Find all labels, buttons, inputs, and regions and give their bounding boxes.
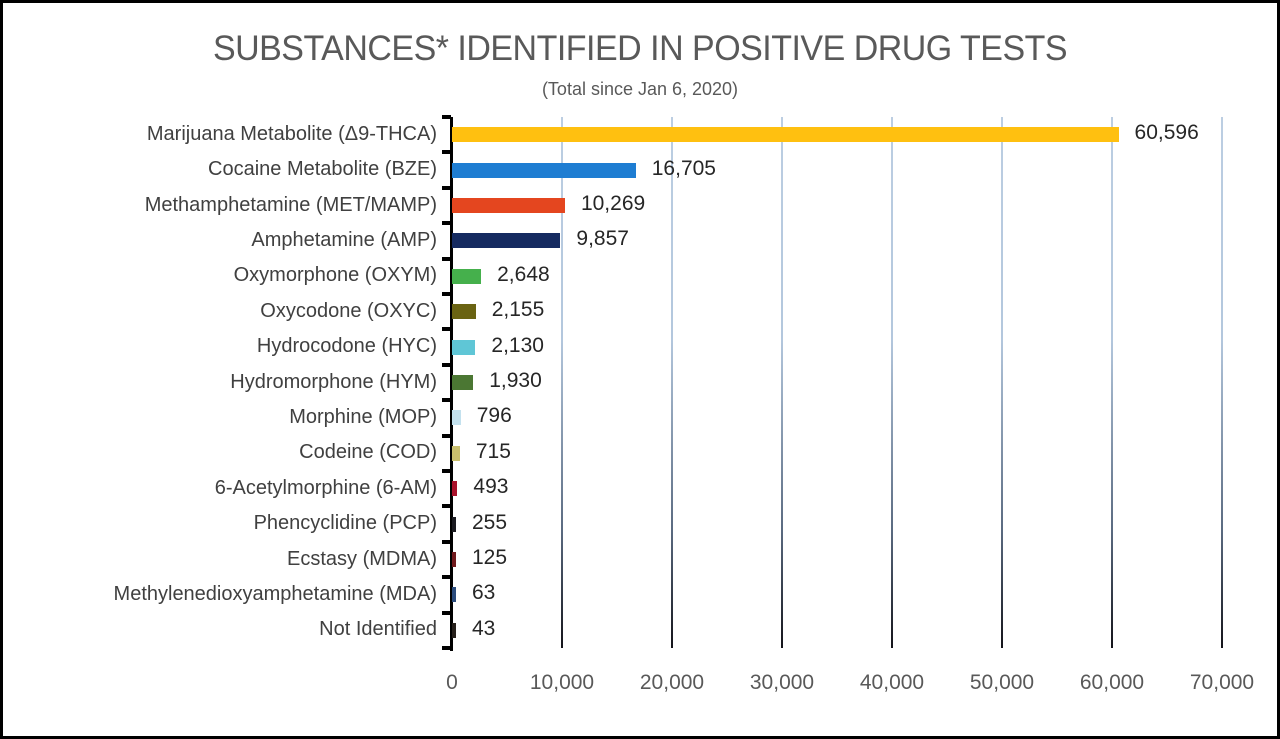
chart-row: 2,155 [452, 294, 1222, 329]
gridline [781, 117, 783, 648]
x-tick-label: 50,000 [969, 671, 1035, 694]
category-label: Phencyclidine (PCP) [253, 512, 437, 535]
chart-row: 493 [452, 471, 1222, 506]
category-label: Not Identified [319, 618, 437, 641]
x-tick-label: 70,000 [1189, 671, 1255, 694]
category-axis-tick [442, 433, 451, 438]
bar [452, 197, 565, 213]
category-label: Codeine (COD) [299, 441, 437, 464]
category-label: 6-Acetylmorphine (6-AM) [214, 476, 437, 499]
gridline [561, 117, 563, 648]
chart-row: 16,705 [452, 152, 1222, 187]
category-axis-tick [442, 292, 451, 296]
category-axis-tick [442, 256, 451, 261]
value-label: 493 [473, 475, 509, 499]
bar [452, 127, 1119, 143]
bar [452, 622, 456, 638]
chart-row: 60,596 [452, 117, 1222, 152]
category-label: Amphetamine (AMP) [251, 228, 437, 251]
gridline [671, 117, 673, 648]
category-axis-tick [442, 469, 451, 473]
category-label: Oxycodone (OXYC) [260, 299, 437, 322]
chart-title: SUBSTANCES* IDENTIFIED IN POSITIVE DRUG … [212, 29, 1068, 68]
value-label: 715 [475, 439, 511, 463]
value-label: 9,857 [576, 227, 629, 251]
chart-row: 2,648 [452, 259, 1222, 294]
category-label: Methamphetamine (MET/MAMP) [144, 193, 437, 216]
chart-row: 125 [452, 542, 1222, 577]
chart-row: 63 [452, 577, 1222, 612]
value-label: 16,705 [651, 156, 716, 180]
x-tick-label: 60,000 [1079, 671, 1145, 694]
category-axis-tick [442, 185, 451, 190]
category-axis-tick [442, 504, 451, 509]
x-tick-label: 40,000 [859, 671, 925, 694]
value-label: 10,269 [580, 191, 646, 215]
chart-row: 796 [452, 400, 1222, 435]
category-axis-tick [442, 327, 451, 332]
category-label: Hydromorphone (HYM) [230, 370, 437, 393]
category-axis-tick [442, 398, 451, 403]
gridline [1221, 117, 1223, 648]
category-axis-line [450, 117, 453, 651]
value-label: 255 [472, 510, 508, 534]
category-axis-tick [442, 646, 451, 650]
category-axis-tick [442, 610, 451, 615]
category-label: Marijuana Metabolite (Δ9-THCA) [146, 122, 437, 145]
chart-row: 255 [452, 506, 1222, 541]
category-axis-labels: Marijuana Metabolite (Δ9-THCA) Cocaine Me… [3, 117, 437, 648]
value-label: 125 [472, 545, 508, 569]
value-label: 2,648 [497, 262, 550, 286]
chart-row: 43 [452, 613, 1222, 648]
chart-row: 10,269 [452, 188, 1222, 223]
value-label: 1,930 [489, 368, 542, 392]
category-axis-tick [442, 221, 451, 226]
category-label: Cocaine Metabolite (BZE) [208, 158, 437, 181]
chart-row: 9,857 [452, 223, 1222, 258]
chart-row: 2,130 [452, 329, 1222, 364]
bar [452, 268, 482, 284]
bar [452, 410, 461, 426]
bar [452, 374, 474, 390]
gridline [1111, 117, 1113, 648]
category-axis-tick [442, 362, 451, 367]
chart-row: 715 [452, 436, 1222, 471]
bar [452, 339, 476, 355]
value-label: 60,596 [1134, 121, 1199, 145]
category-axis-tick [442, 115, 451, 119]
category-axis-tick [442, 575, 451, 580]
value-label: 2,130 [491, 333, 544, 357]
bar [452, 587, 456, 603]
bar [452, 162, 636, 178]
category-axis-tick [442, 150, 451, 155]
x-tick-label: 20,000 [639, 671, 705, 694]
value-axis-labels: 0 10,000 20,000 30,000 40,000 50,000 60,000 70,… [446, 671, 1254, 701]
chart-subtitle: (Total since Jan 6, 2020) [541, 79, 739, 99]
gridline [891, 117, 893, 648]
bar [452, 551, 456, 567]
value-label: 63 [472, 581, 496, 605]
plot-area: 60,596 16,705 10,269 9,857 2,648 2,155 2,130 1,… [442, 115, 1223, 651]
x-tick-label: 0 [446, 671, 458, 694]
bar [452, 481, 458, 497]
bar [452, 233, 561, 249]
category-label: Oxymorphone (OXYM) [233, 264, 437, 287]
category-label: Morphine (MOP) [289, 405, 437, 428]
category-label: Methylenedioxyamphetamine (MDA) [113, 582, 437, 605]
chart-row: 1,930 [452, 365, 1222, 400]
x-tick-label: 10,000 [529, 671, 595, 694]
gridline [1001, 117, 1003, 648]
category-label: Hydrocodone (HYC) [256, 335, 437, 358]
value-label: 2,155 [491, 298, 545, 322]
value-label: 43 [472, 616, 496, 640]
category-label: Ecstasy (MDMA) [287, 547, 437, 570]
x-tick-label: 30,000 [749, 671, 815, 694]
bar [452, 516, 456, 532]
bar [452, 304, 476, 320]
category-axis-tick [442, 539, 451, 544]
value-label: 796 [476, 404, 512, 428]
bar [452, 445, 460, 461]
